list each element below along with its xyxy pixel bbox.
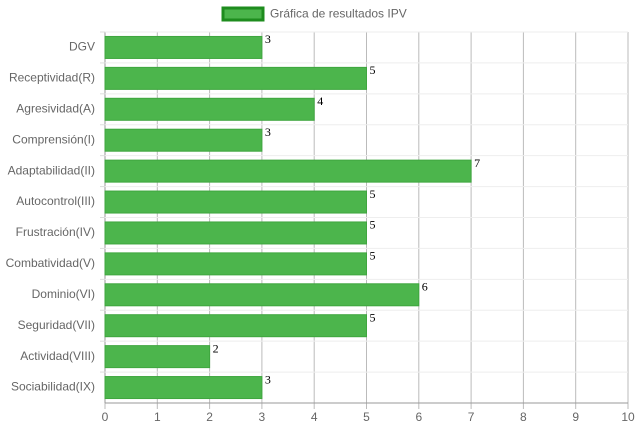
value-label: 6: [422, 280, 428, 294]
value-label: 5: [370, 249, 376, 263]
legend-swatch: [221, 6, 265, 22]
x-tick-label: 5: [363, 410, 370, 424]
bar: [104, 314, 367, 338]
x-tick-label: 2: [206, 410, 213, 424]
legend-label: Gráfica de resultados IPV: [270, 7, 407, 21]
value-label: 2: [213, 341, 219, 355]
y-tick-label: Seguridad(VII): [18, 318, 95, 332]
bar: [104, 376, 263, 400]
y-tick-label: Agresividad(A): [16, 101, 95, 115]
x-tick-label: 10: [621, 410, 635, 424]
bar: [104, 252, 367, 276]
bar: [104, 66, 367, 90]
y-tick-label: Autocontrol(III): [16, 194, 95, 208]
y-tick-label: Actividad(VIII): [20, 349, 95, 363]
y-tick-label: Dominio(VI): [32, 287, 95, 301]
y-tick-label: DGV: [69, 40, 95, 54]
bar: [104, 221, 367, 245]
y-tick-label: Sociabilidad(IX): [11, 380, 95, 394]
x-tick-label: 7: [468, 410, 475, 424]
value-label: 7: [474, 156, 480, 170]
x-tick-label: 8: [520, 410, 527, 424]
value-label: 4: [317, 94, 323, 108]
y-tick-label: Comprensión(I): [12, 132, 95, 146]
value-label: 5: [370, 63, 376, 77]
bar: [104, 345, 211, 369]
bar: [104, 35, 263, 59]
x-tick-label: 4: [311, 410, 318, 424]
y-tick-label: Frustración(IV): [16, 225, 95, 239]
value-label: 5: [370, 187, 376, 201]
x-tick-label: 6: [415, 410, 422, 424]
bar: [104, 283, 420, 307]
y-tick-label: Receptividad(R): [9, 71, 95, 85]
bar: [104, 97, 315, 121]
value-label: 3: [265, 125, 271, 139]
y-tick-label: Adaptabilidad(II): [8, 163, 95, 177]
x-tick-label: 0: [102, 410, 109, 424]
x-tick-label: 1: [154, 410, 161, 424]
value-label: 5: [370, 218, 376, 232]
y-tick-label: Combatividad(V): [6, 256, 95, 270]
x-tick-label: 3: [259, 410, 266, 424]
value-label: 3: [265, 32, 271, 46]
value-label: 5: [370, 310, 376, 324]
value-label: 3: [265, 372, 271, 386]
bar: [104, 128, 263, 152]
bar: [104, 159, 472, 183]
bar: [104, 190, 367, 214]
x-tick-label: 9: [572, 410, 579, 424]
